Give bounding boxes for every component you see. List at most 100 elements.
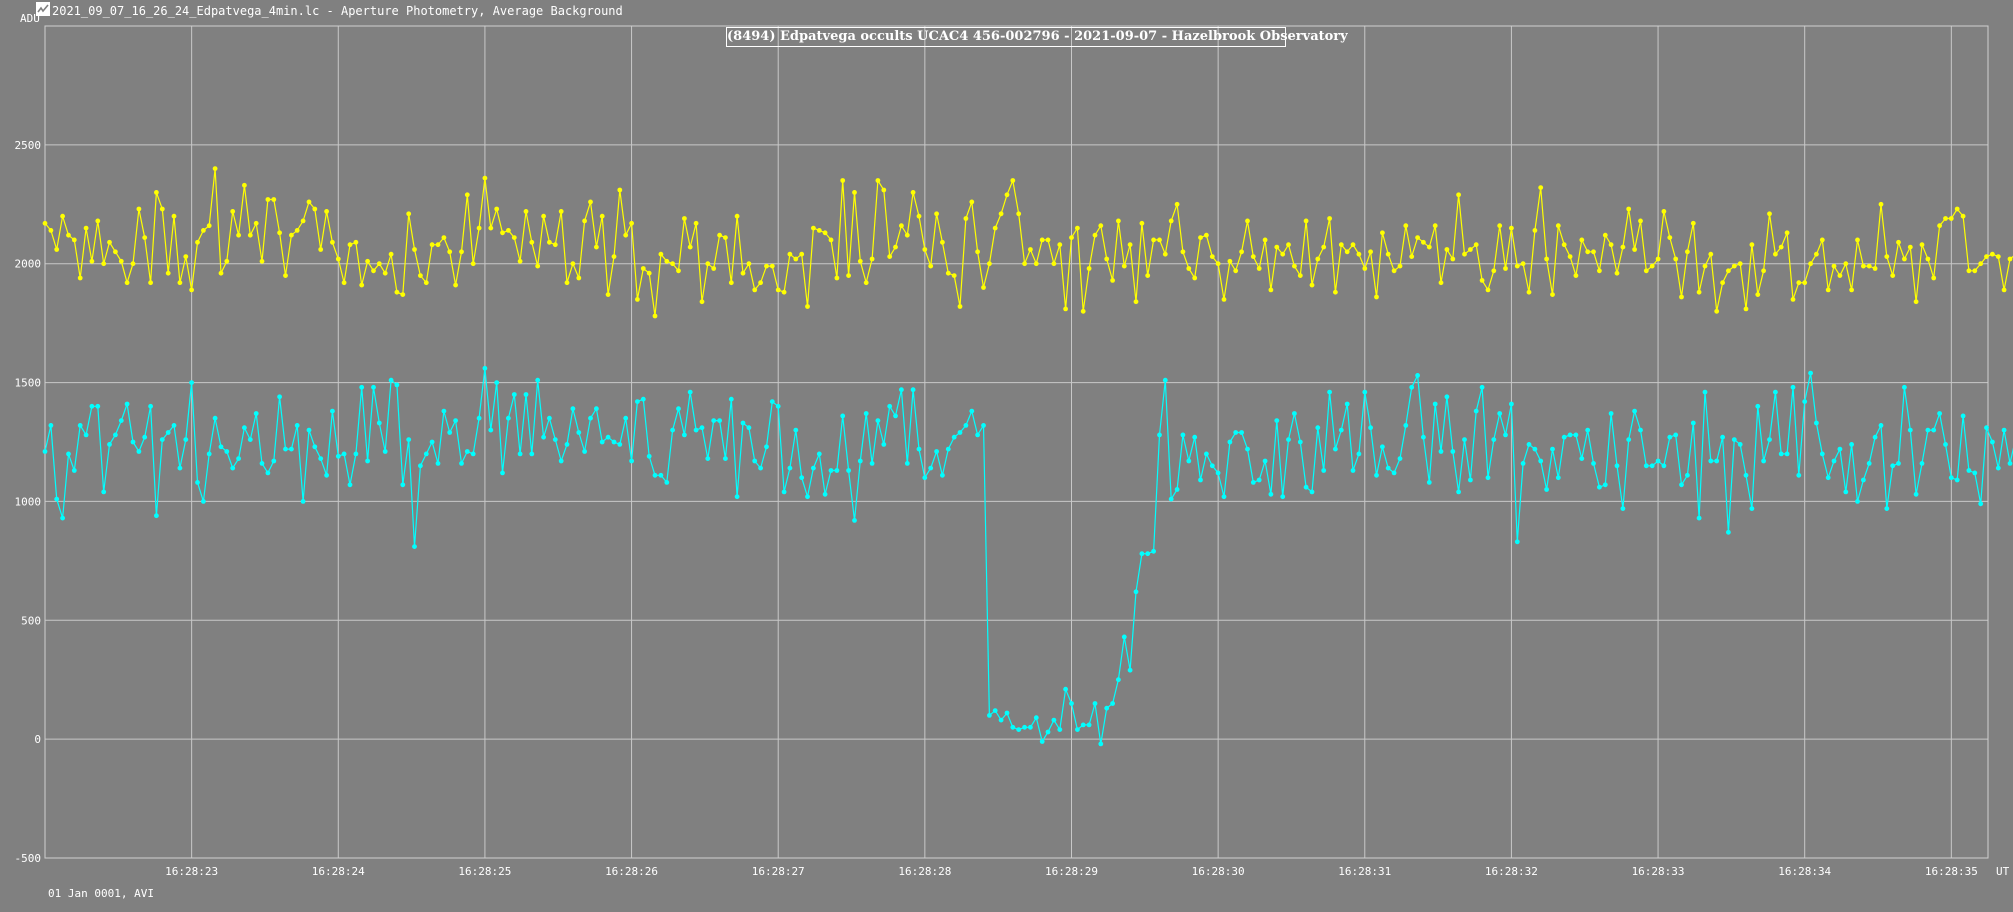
data-point [1614,270,1620,276]
data-point [1520,261,1526,267]
data-point [1080,308,1086,314]
data-point [1309,489,1315,495]
data-point [1943,216,1948,221]
data-point [130,261,136,267]
data-point [1673,432,1679,438]
data-point [1667,235,1673,241]
data-point [1714,458,1720,464]
data-point [118,258,124,264]
data-point [1784,451,1790,457]
data-point [271,458,277,464]
data-point [916,213,922,219]
data-point [811,465,816,471]
data-point [1790,384,1796,390]
data-point [1761,458,1766,464]
data-point [218,270,224,276]
data-point [558,458,564,464]
data-point [265,197,271,202]
data-point [517,258,523,264]
data-point [1098,741,1104,747]
data-point [916,446,922,452]
data-point [101,489,107,495]
data-point [1127,242,1133,248]
data-point [699,299,705,305]
data-point [394,289,400,295]
data-point [1896,239,1901,245]
data-point [1608,242,1614,248]
data-point [1368,425,1373,431]
data-point [171,213,177,219]
data-point [1321,468,1327,473]
data-point [623,232,629,238]
data-point [300,499,306,504]
data-point [406,211,412,217]
data-point [1679,482,1684,488]
data-point [1831,263,1837,269]
data-point [570,261,576,267]
data-point [464,192,470,198]
data-point [1162,251,1168,257]
data-point [646,270,652,276]
data-point [1884,506,1890,511]
data-point [998,211,1004,217]
data-point [1544,256,1549,262]
data-point [476,415,482,421]
series-target-star [42,365,2013,747]
app-icon[interactable] [36,2,50,16]
data-point [599,439,605,445]
data-point [676,406,681,412]
data-point [459,249,464,255]
data-point [1755,403,1761,409]
data-point [928,465,934,471]
data-point [300,218,306,224]
data-point [1444,394,1450,400]
data-point [1028,247,1033,252]
data-point [1544,487,1549,492]
data-point [1773,389,1778,395]
data-point [1661,463,1667,469]
data-point [1403,223,1409,229]
data-point [365,458,370,464]
data-point [1814,420,1819,426]
data-point [1497,223,1503,229]
data-point [1198,235,1203,241]
data-point [371,384,376,390]
data-point [1755,292,1761,297]
data-point [400,292,406,297]
data-point [693,427,699,433]
data-point [635,297,640,302]
data-point [588,199,593,205]
data-point [1421,239,1426,245]
data-point [940,472,945,478]
data-point [758,465,763,471]
data-point [1426,244,1432,250]
data-point [1069,701,1074,706]
data-point [852,518,857,523]
data-point [547,239,552,245]
data-point [764,444,769,450]
data-point [1620,506,1626,511]
data-point [470,451,476,457]
data-point [1297,439,1303,445]
data-point [1057,242,1063,248]
data-point [1555,223,1561,229]
data-point [1374,472,1379,478]
data-point [1579,237,1585,243]
data-point [805,304,810,309]
data-point [1866,263,1872,269]
data-point [1843,489,1849,495]
data-point [1773,251,1778,257]
data-point [236,456,242,461]
data-point [1438,280,1444,286]
data-point [934,211,939,217]
data-point [746,425,752,431]
data-point [1033,715,1039,721]
data-point [552,437,558,442]
data-point [1133,589,1139,595]
data-point [1104,256,1110,262]
data-point [734,213,740,219]
data-point [271,197,277,202]
data-point [1333,289,1338,295]
data-point [752,458,758,464]
data-point [629,458,634,464]
